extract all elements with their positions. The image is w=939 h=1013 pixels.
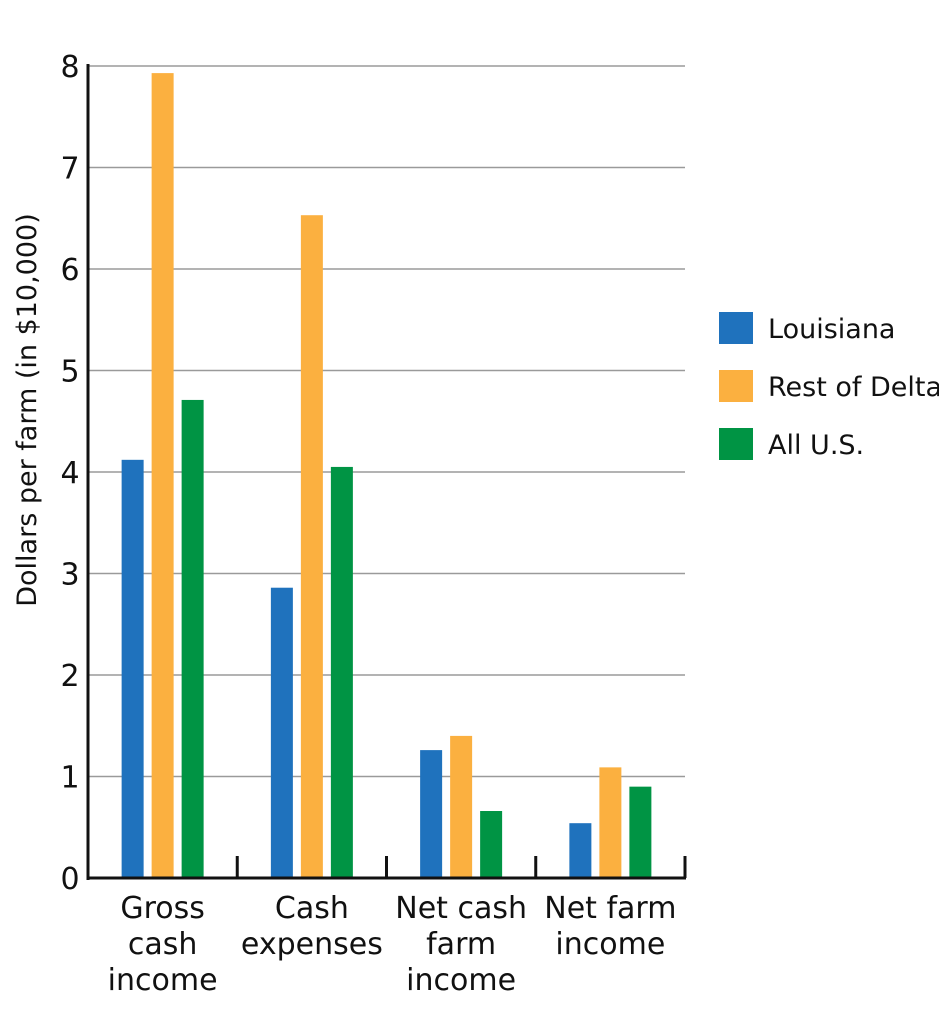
y-tick-label: 7 — [60, 152, 79, 187]
bar-rest-of-delta — [599, 767, 622, 878]
bars — [121, 73, 652, 879]
legend-swatch — [719, 370, 753, 402]
legend-label: All U.S. — [768, 430, 864, 461]
y-tick-label: 3 — [60, 558, 79, 593]
y-tick-label: 5 — [60, 355, 79, 390]
bar-louisiana — [420, 750, 443, 878]
bar-all-u-s — [330, 466, 353, 878]
x-category-label: farm — [426, 927, 496, 962]
bar-rest-of-delta — [151, 73, 174, 879]
x-category-label: cash — [128, 927, 198, 962]
gridlines — [88, 65, 685, 778]
y-tick-label: 2 — [60, 659, 79, 694]
y-axis-title: Dollars per farm (in $10,000) — [12, 213, 43, 607]
axes — [86, 64, 687, 880]
bar-rest-of-delta — [450, 735, 473, 878]
x-category-label: income — [555, 927, 665, 962]
legend-swatch — [719, 428, 753, 460]
x-category-label: Gross — [120, 891, 205, 926]
x-category-label: Cash — [275, 891, 349, 926]
legend-label: Rest of Delta — [768, 372, 939, 403]
y-axis-ticks: 0 1 2 3 4 5 6 7 8 — [60, 50, 79, 897]
bar-all-u-s — [480, 811, 503, 878]
bar-louisiana — [121, 459, 144, 878]
y-tick-label: 6 — [60, 253, 79, 288]
x-category-label: Net cash — [395, 891, 527, 926]
y-tick-label: 0 — [60, 862, 79, 897]
x-category-label: income — [406, 963, 516, 998]
x-category-label: expenses — [241, 927, 383, 962]
y-tick-label: 4 — [60, 456, 79, 491]
x-category-label: income — [108, 963, 218, 998]
legend: Louisiana Rest of Delta All U.S. — [719, 312, 939, 461]
y-tick-label: 1 — [60, 761, 79, 796]
bar-all-u-s — [629, 786, 652, 878]
legend-label: Louisiana — [768, 314, 895, 345]
bar-louisiana — [270, 587, 293, 878]
x-category-label: Net farm — [544, 891, 676, 926]
bar-rest-of-delta — [300, 215, 323, 878]
bar-louisiana — [569, 823, 592, 878]
legend-swatch — [719, 312, 753, 344]
bar-all-u-s — [181, 399, 204, 878]
y-tick-label: 8 — [60, 50, 79, 85]
